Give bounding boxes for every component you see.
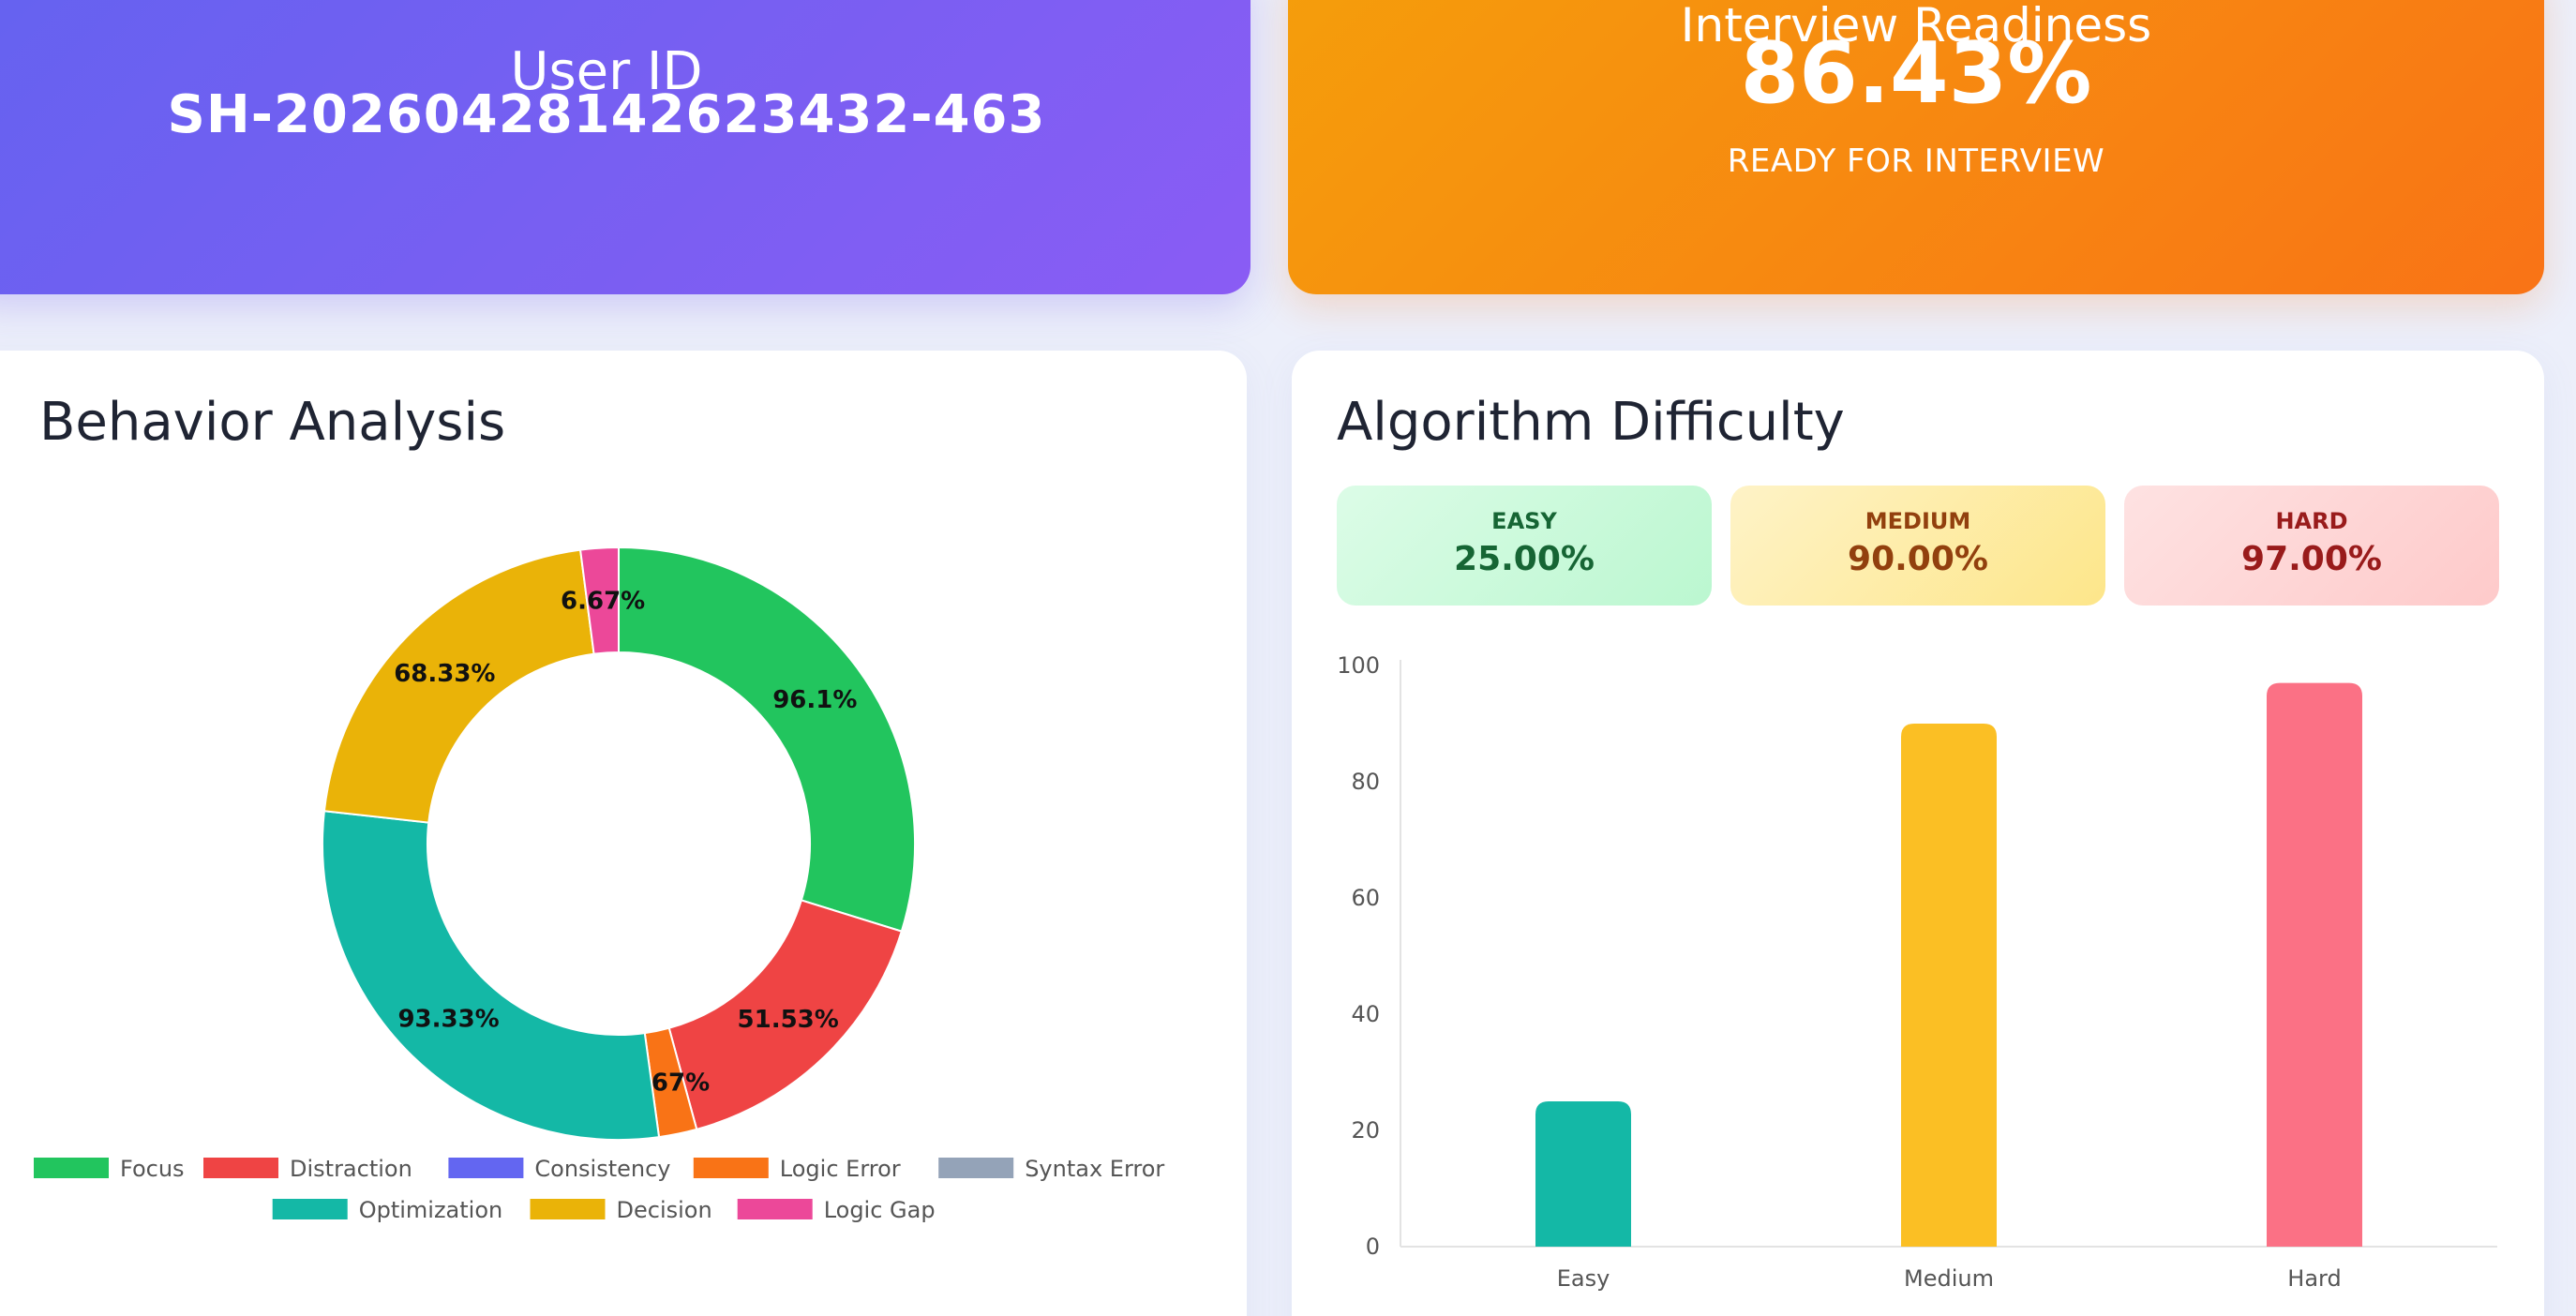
doughnut-data-label: 93.33% [397,1005,499,1033]
legend-item-consistency[interactable]: Consistency [448,1156,671,1182]
bar-medium[interactable] [1901,724,1997,1247]
legend-swatch [203,1158,278,1178]
user-id-card: User ID SH-20260428142623432-463 [0,0,1251,294]
legend-item-syntax-error[interactable]: Syntax Error [938,1156,1164,1182]
legend-item-decision[interactable]: Decision [530,1197,712,1223]
legend-item-focus[interactable]: Focus [34,1156,185,1182]
interview-readiness-status: READY FOR INTERVIEW [1727,142,2105,180]
y-tick-label: 60 [1351,885,1380,911]
legend-label: Logic Gap [824,1197,936,1223]
hard-stat-value: 97.00% [2241,540,2382,578]
legend-label: Consistency [534,1156,670,1182]
legend-label: Distraction [290,1156,412,1182]
behavior-analysis-panel: Behavior Analysis 96.1% 51.53% 6.67% 93.33%… [0,351,1247,1316]
doughnut-data-label: 96.1% [772,686,857,714]
medium-stat-value: 90.00% [1848,540,1988,578]
easy-stat-value: 25.00% [1454,540,1595,578]
interview-readiness-value: 86.43% [1740,24,2092,123]
doughnut-slice-focus[interactable] [618,546,916,933]
doughnut-data-label: 68.33% [394,660,495,688]
doughnut-data-label: 6.67% [561,588,645,616]
legend-item-logic-gap[interactable]: Logic Gap [737,1197,936,1223]
behavior-doughnut-chart: 96.1%51.53%6.67%93.33%68.33%6.67%Focus Di… [34,546,1164,1223]
legend-item-distraction[interactable]: Distraction [203,1156,412,1182]
y-tick-label: 0 [1366,1234,1380,1260]
y-tick-label: 20 [1351,1117,1380,1144]
easy-stat-label: EASY [1491,508,1557,534]
legend-swatch [34,1158,109,1178]
x-tick-label: Medium [1904,1265,1994,1292]
legend-swatch [530,1199,606,1219]
user-id-value: SH-20260428142623432-463 [167,84,1046,145]
hard-stat-label: HARD [2275,508,2348,534]
legend-swatch [737,1199,813,1219]
interview-readiness-card: Interview Readiness 86.43% READY FOR INT… [1288,0,2544,294]
easy-stat-pill: EASY 25.00% [1337,486,1712,606]
y-tick-label: 80 [1351,769,1380,795]
legend-swatch [272,1199,348,1219]
x-tick-label: Hard [2287,1265,2341,1292]
x-tick-label: Easy [1557,1265,1610,1292]
y-tick-label: 40 [1351,1001,1380,1027]
behavior-analysis-title: Behavior Analysis [39,392,506,453]
bar-easy[interactable] [1535,1101,1631,1247]
doughnut-data-label: 51.53% [738,1006,839,1034]
doughnut-slice-decision[interactable] [322,548,595,824]
legend-swatch [938,1158,1014,1178]
user-id-label: User ID [510,41,703,102]
legend-label: Syntax Error [1025,1156,1164,1182]
legend-item-optimization[interactable]: Optimization [272,1197,503,1223]
bar-hard[interactable] [2267,682,2362,1247]
medium-stat-pill: MEDIUM 90.00% [1730,486,2105,606]
hard-stat-pill: HARD 97.00% [2124,486,2499,606]
difficulty-bar-chart: 0 20 40 60 80 100 Easy Medium Hard [1337,652,2497,1292]
doughnut-slice-logic-gap[interactable] [578,546,620,655]
legend-swatch [448,1158,524,1178]
doughnut-slice-optimization[interactable] [322,810,661,1141]
legend-label: Decision [617,1197,712,1223]
legend-label: Focus [120,1156,185,1182]
legend-swatch [693,1158,769,1178]
legend-item-logic-error[interactable]: Logic Error [693,1156,901,1182]
y-tick-label: 100 [1337,652,1380,679]
legend-label: Logic Error [780,1156,901,1182]
algorithm-difficulty-panel: Algorithm Difficulty EASY 25.00% MEDIUM … [1292,351,2544,1316]
algorithm-difficulty-title: Algorithm Difficulty [1337,392,1845,453]
interview-readiness-label: Interview Readiness [1680,0,2152,52]
medium-stat-label: MEDIUM [1865,508,1971,534]
legend-label: Optimization [359,1197,503,1223]
